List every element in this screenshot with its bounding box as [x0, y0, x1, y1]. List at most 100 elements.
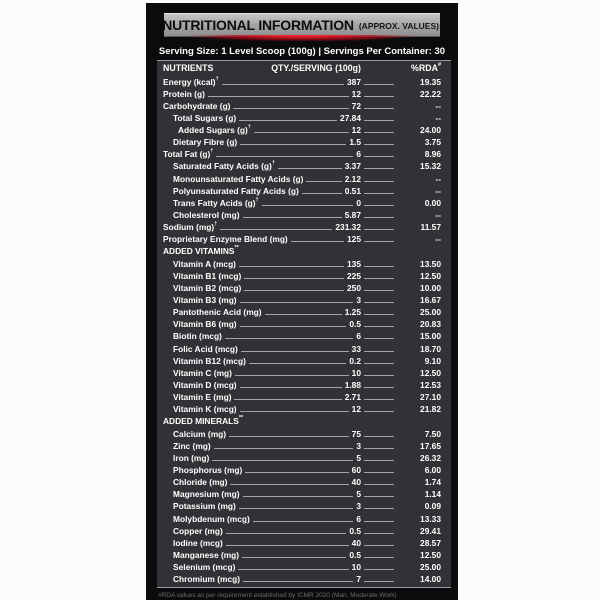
rda-value: 15.32 [420, 161, 441, 172]
footnote: #RDA values as per requirement establish… [158, 592, 397, 599]
leader-line [242, 488, 354, 500]
leader-line [364, 197, 394, 209]
leader-line [364, 318, 394, 330]
nutrient-label: Folic Acid (mcg) [173, 343, 238, 354]
nutrient-label: Vitamin B3 (mg) [173, 295, 237, 306]
nutrient-label: Protein (g) [163, 88, 205, 99]
rda-value: -- [435, 112, 441, 123]
table-row: Vitamin B1 (mcg) 225 12.50 [163, 270, 441, 282]
rda-value: 25.00 [420, 562, 441, 573]
table-row: Saturated Fatty Acids (g)† 3.37 15.32 [163, 160, 441, 172]
nutrient-label: ADDED MINERALS** [163, 415, 244, 427]
nutrient-label: Copper (mg) [173, 525, 223, 536]
nutrient-label: Iron (mg) [173, 452, 210, 463]
leader-line [244, 270, 344, 282]
page-title: NUTRITIONAL INFORMATION [162, 17, 354, 33]
rda-value: 20.83 [420, 319, 441, 330]
leader-line [244, 282, 344, 294]
leader-line [290, 233, 345, 245]
table-row: Pantothenic Acid (mg) 1.25 25.00 [163, 306, 441, 318]
table-row: Total Sugars (g) 27.84 -- [163, 112, 441, 124]
rda-value: 26.32 [420, 452, 441, 463]
rda-value: 24.00 [420, 125, 441, 136]
nutrient-label: Vitamin C (mg) [173, 367, 232, 378]
leader-line [238, 258, 345, 270]
rda-value: -- [435, 185, 441, 196]
leader-line [301, 185, 342, 197]
qty-value: 225 [347, 270, 361, 281]
leader-line [252, 513, 354, 525]
leader-line [230, 476, 349, 488]
qty-value: 5.87 [344, 210, 361, 221]
qty-value: 3 [356, 440, 361, 451]
rda-value: 27.10 [420, 392, 441, 403]
leader-line [238, 500, 354, 512]
leader-line [364, 173, 394, 185]
leader-line [364, 112, 394, 124]
serving-info: Serving Size: 1 Level Scoop (100g) | Ser… [158, 46, 446, 57]
rda-value: 12.50 [420, 270, 441, 281]
leader-line [364, 270, 394, 282]
rda-value: 13.50 [420, 258, 441, 269]
qty-value: 0.51 [344, 185, 361, 196]
qty-value: 0.5 [349, 319, 361, 330]
leader-line [253, 124, 349, 136]
table-row: Vitamin B6 (mg) 0.5 20.83 [163, 318, 441, 330]
qty-value: 5 [356, 452, 361, 463]
leader-line [242, 549, 347, 561]
rda-value: 12.53 [420, 380, 441, 391]
nutrient-label: Carbohydrate (g) [163, 100, 231, 111]
table-row: Zinc (mg) 3 17.65 [163, 440, 441, 452]
leader-line [239, 318, 347, 330]
leader-line [243, 573, 354, 585]
table-header-row: NUTRIENTS QTY./SERVING (100g) %RDA# [163, 62, 441, 76]
nutrient-label: Magnesium (mg) [173, 489, 240, 500]
rda-value: 7.50 [424, 428, 441, 439]
table-row: Potassium (mg) 3 0.09 [163, 500, 441, 512]
qty-value: 0.5 [349, 525, 361, 536]
leader-line [364, 209, 394, 221]
title-bar: NUTRITIONAL INFORMATION (APPROX. VALUES)… [162, 13, 442, 37]
qty-value: 3.37 [344, 161, 361, 172]
column-header-qty: QTY./SERVING (100g) [271, 63, 361, 73]
qty-value: 2.12 [344, 173, 361, 184]
table-row: Folic Acid (mcg) 33 18.70 [163, 343, 441, 355]
table-row: Iron (mg) 5 26.32 [163, 452, 441, 464]
leader-line [213, 440, 354, 452]
table-row: Energy (kcal)† 387 19.35 [163, 76, 441, 88]
leader-line [245, 464, 350, 476]
leader-line [364, 233, 394, 245]
nutrient-label: Chloride (mg) [173, 477, 228, 488]
leader-line [364, 513, 394, 525]
nutrient-label: Saturated Fatty Acids (g)† [173, 160, 275, 172]
leader-line [364, 561, 394, 573]
leader-line [364, 488, 394, 500]
nutrient-label: Vitamin B6 (mg) [173, 319, 237, 330]
qty-value: 3 [356, 295, 361, 306]
nutrient-label: Vitamin B12 (mcg) [173, 355, 246, 366]
leader-line [364, 355, 394, 367]
leader-line [212, 452, 354, 464]
leader-line [264, 306, 342, 318]
table-row: Vitamin B2 (mcg) 250 10.00 [163, 282, 441, 294]
leader-line [364, 549, 394, 561]
rda-value: 21.82 [420, 404, 441, 415]
leader-line [240, 136, 347, 148]
table-row: Manganese (mg) 0.5 12.50 [163, 549, 441, 561]
leader-line [248, 355, 347, 367]
leader-line [364, 185, 394, 197]
leader-line [239, 403, 349, 415]
rda-value: 1.14 [424, 489, 441, 500]
qty-value: 12 [351, 88, 361, 99]
leader-line [306, 173, 342, 185]
red-accent-line [166, 35, 438, 41]
rda-value: 9.10 [424, 355, 441, 366]
nutrient-label: Total Sugars (g) [173, 112, 237, 123]
leader-line [364, 258, 394, 270]
rda-value: 6.00 [424, 465, 441, 475]
qty-value: 125 [347, 234, 361, 245]
spacer [364, 62, 394, 76]
leader-line [234, 367, 349, 379]
qty-value: 27.84 [340, 112, 361, 123]
